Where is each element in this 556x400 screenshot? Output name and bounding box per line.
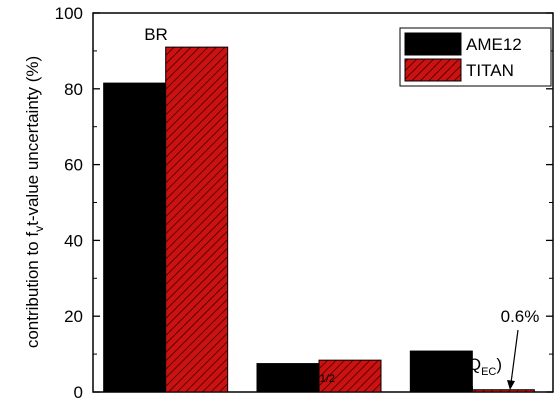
bar-ame12-1	[256, 363, 320, 393]
annotation-br: BR	[144, 25, 168, 44]
bar-ame12-2	[409, 350, 473, 393]
annotation-thalf-base: t	[315, 362, 320, 381]
annotation-fv-base: f	[452, 355, 457, 374]
legend-swatch-ame12	[404, 32, 462, 56]
annotation-arrow-line	[510, 329, 519, 384]
y-axis-label-suffix: t-value uncertainty (%)	[23, 56, 42, 226]
y-tick-label: 100	[55, 4, 83, 23]
annotation-fv-sub2: EC	[481, 366, 496, 378]
annotation-fv-close: )	[496, 355, 502, 374]
bar-titan-2	[471, 389, 535, 393]
bar-titan-1	[318, 359, 382, 393]
annotation-thalf: t1/2	[315, 362, 335, 385]
axis-ticks: 0 20 40 60 80 100	[55, 4, 553, 400]
y-axis-label: contribution to fvt-value uncertainty (%…	[23, 56, 46, 348]
y-tick-label: 40	[64, 231, 83, 250]
bar-titan-0	[165, 46, 229, 393]
y-tick-label: 0	[74, 383, 83, 400]
bar-series-group	[103, 46, 535, 393]
y-tick-label: 20	[64, 307, 83, 326]
annotation-fv-open: (Q	[462, 355, 481, 374]
bar-ame12-0	[103, 82, 167, 393]
legend: AME12 TITAN	[399, 27, 552, 87]
annotation-thalf-sub: 1/2	[320, 373, 335, 385]
annotation-pct: 0.6%	[501, 307, 540, 326]
y-axis-label-prefix: contribution to f	[23, 232, 42, 349]
annotation-fv-sub1: v	[457, 366, 463, 378]
annotation-arrow-head	[507, 380, 515, 390]
legend-swatch-titan	[404, 58, 462, 82]
annotation-fv: fv(QEC)	[452, 355, 502, 378]
y-tick-label: 80	[64, 80, 83, 99]
y-axis-label-sub: v	[32, 226, 46, 232]
y-tick-label: 60	[64, 156, 83, 175]
legend-label-titan: TITAN	[466, 61, 514, 80]
legend-label-ame12: AME12	[466, 35, 522, 54]
